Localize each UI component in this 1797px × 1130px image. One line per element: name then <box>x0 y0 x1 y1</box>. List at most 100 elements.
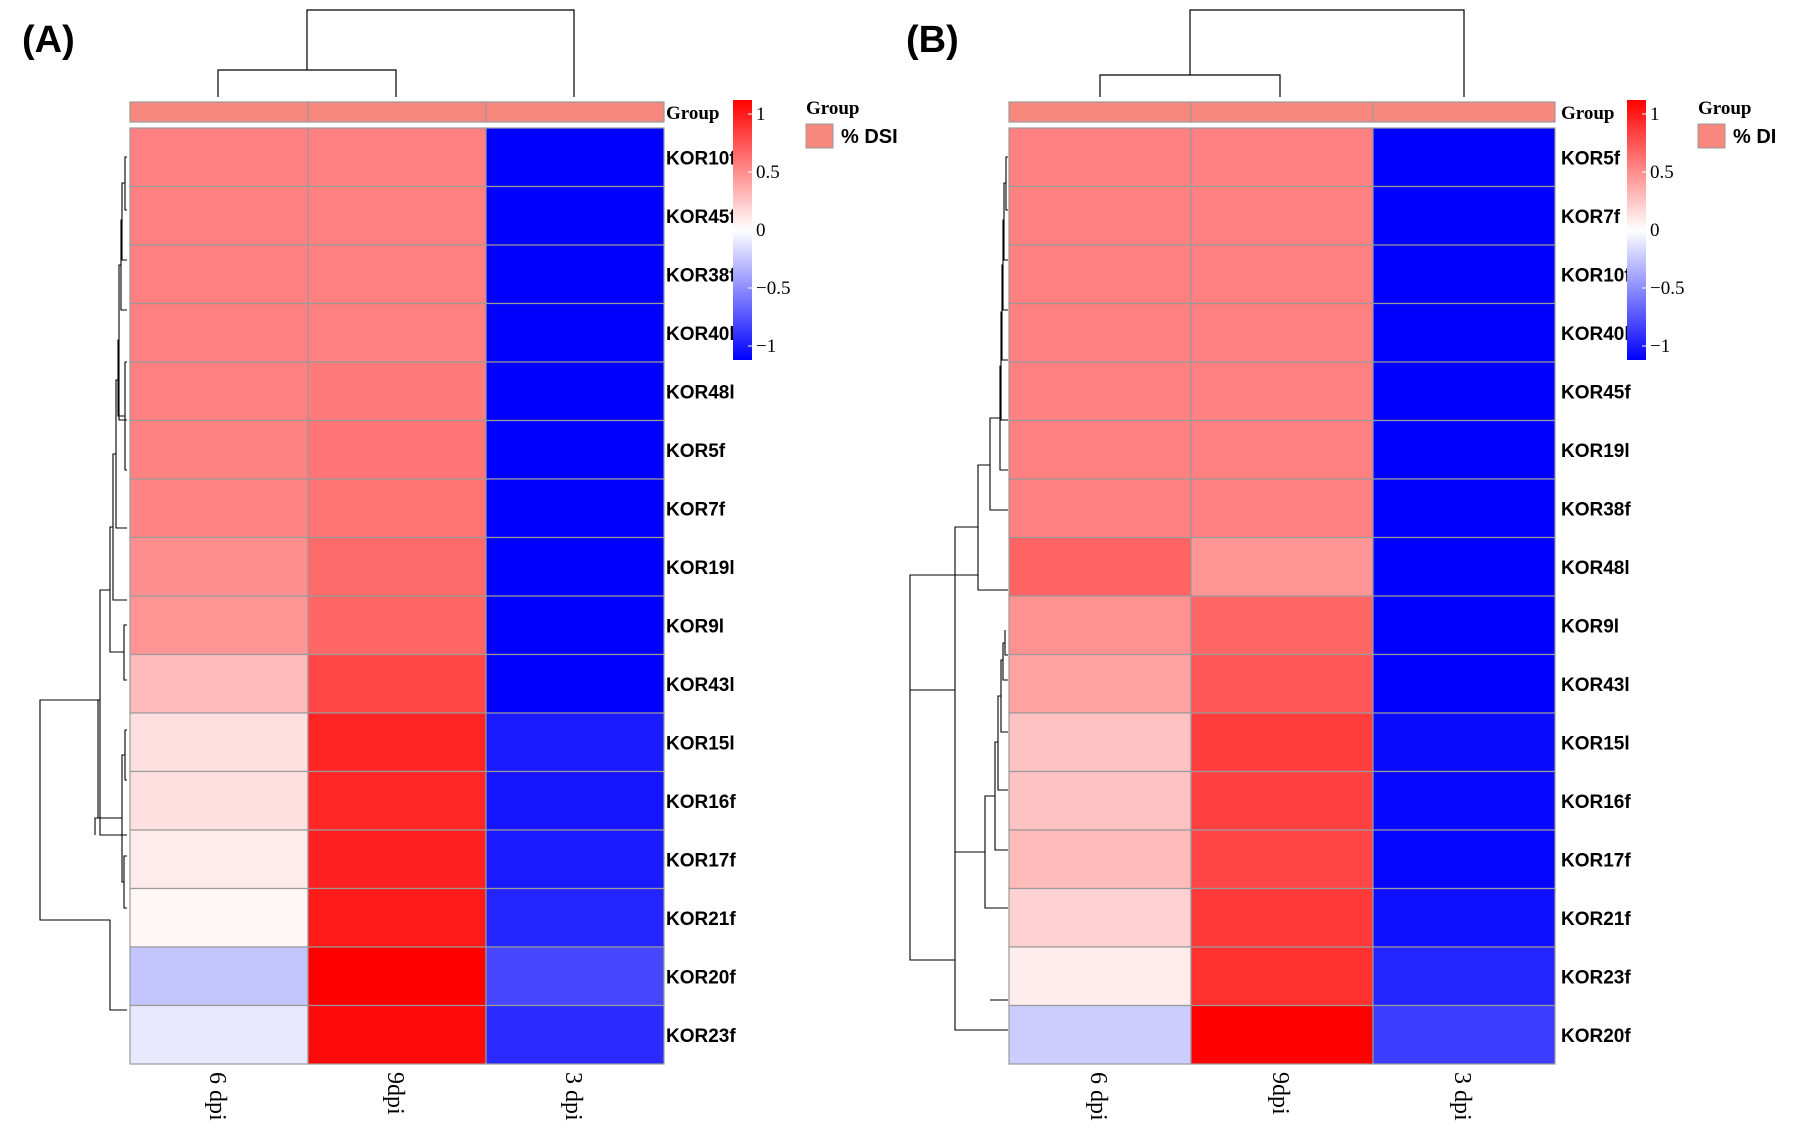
heatmap-cell <box>1008 712 1192 773</box>
heatmap-cell <box>1008 1004 1192 1065</box>
group-bar-cell <box>1190 101 1374 123</box>
group-bar-cell <box>307 101 487 123</box>
colorbar-tick-label: 0 <box>1650 220 1660 241</box>
heatmap-cell <box>129 712 309 773</box>
row-label: KOR16f <box>666 792 736 813</box>
row-labels: KOR5f KOR7f KOR10f KOR40l KOR45f KOR19l KOR38f… <box>1561 148 1631 1047</box>
heatmap-cell <box>1372 244 1556 305</box>
colorbar-tick-label: 0 <box>756 220 766 241</box>
heatmap-cell <box>1008 361 1192 422</box>
row-label: KOR15l <box>1561 733 1630 754</box>
heatmap-cell <box>1372 770 1556 831</box>
heatmap-cell <box>1190 1004 1374 1065</box>
colorbar-tick-label: −0.5 <box>756 278 790 299</box>
heatmap-cell <box>129 302 309 363</box>
heatmap-cell <box>485 770 665 831</box>
heatmap-cell <box>1008 946 1192 1007</box>
column-labels: 6 dpi 9dpi 3 dpi <box>1085 1072 1475 1121</box>
row-label: KOR43l <box>666 675 735 696</box>
heatmap-cell <box>485 1004 665 1065</box>
heatmap-cell <box>1190 419 1374 480</box>
heatmap-cell <box>485 829 665 890</box>
heatmap-cell <box>129 419 309 480</box>
heatmap-cell <box>129 829 309 890</box>
group-annotation-bar: Group <box>129 101 720 124</box>
column-label: 6 dpi <box>204 1072 230 1121</box>
heatmap-cell <box>485 478 665 539</box>
heatmap-cell <box>129 185 309 246</box>
heatmap-cell <box>1190 712 1374 773</box>
legend-title: Group <box>806 98 860 119</box>
colorbar-tick-label: −1 <box>756 336 776 357</box>
legend-swatch <box>1697 123 1726 149</box>
legend-entry-label: % DSI <box>841 126 898 148</box>
heatmap-cell <box>1008 829 1192 890</box>
heatmap-cell <box>129 244 309 305</box>
row-label: KOR9l <box>1561 616 1619 637</box>
row-label: KOR17f <box>666 850 736 871</box>
row-label: KOR5f <box>1561 148 1621 169</box>
column-label: 9dpi <box>382 1072 408 1115</box>
row-label: KOR15l <box>666 733 735 754</box>
heatmap-cell <box>307 536 487 597</box>
colorbar-tick-label: −0.5 <box>1650 278 1684 299</box>
heatmap-cell <box>129 770 309 831</box>
heatmap-cell <box>1190 536 1374 597</box>
heatmap-cell <box>1190 887 1374 948</box>
heatmap-cell <box>485 127 665 188</box>
row-label: KOR38f <box>1561 499 1631 520</box>
heatmap-cell <box>1372 887 1556 948</box>
row-label: KOR16f <box>1561 792 1631 813</box>
heatmap-cell <box>485 653 665 714</box>
row-dendrogram <box>39 156 127 1011</box>
heatmap-cell <box>1372 185 1556 246</box>
row-label: KOR40l <box>1561 324 1630 345</box>
heatmap-cell <box>1008 127 1192 188</box>
group-bar-cell <box>485 101 665 123</box>
colorbar-gradient <box>1627 100 1646 360</box>
column-label: 3 dpi <box>1449 1072 1475 1121</box>
heatmap-cell <box>307 1004 487 1065</box>
colorbar-gradient <box>733 100 752 360</box>
heatmap-cell <box>485 712 665 773</box>
heatmap-cell <box>1190 946 1374 1007</box>
heatmap-cell <box>1190 595 1374 656</box>
heatmap-cells <box>1008 127 1556 1065</box>
heatmap-cell <box>1190 829 1374 890</box>
heatmap-cell <box>1372 653 1556 714</box>
heatmap-cell <box>307 712 487 773</box>
heatmap-cell <box>307 829 487 890</box>
group-bar-cell <box>129 101 309 123</box>
heatmap-cell <box>485 302 665 363</box>
row-label: KOR19l <box>1561 441 1630 462</box>
heatmap-cell <box>1372 829 1556 890</box>
row-label: KOR45f <box>666 207 736 228</box>
heatmap-cell <box>1008 770 1192 831</box>
row-label: KOR23f <box>666 1026 736 1047</box>
heatmap-cell <box>1190 302 1374 363</box>
heatmap-cell <box>485 595 665 656</box>
row-label: KOR45f <box>1561 382 1631 403</box>
column-label: 6 dpi <box>1085 1072 1111 1121</box>
heatmap-cell <box>1190 361 1374 422</box>
heatmap-cell <box>485 185 665 246</box>
heatmap-cell <box>1190 185 1374 246</box>
heatmap-cell <box>307 185 487 246</box>
row-label: KOR23f <box>1561 967 1631 988</box>
heatmap-cell <box>1372 712 1556 773</box>
row-label: KOR38f <box>666 265 736 286</box>
panel-b: (B) Group KOR5fKOR7fKOR10fKOR40lKOR45fKO… <box>906 9 1776 1121</box>
group-bar-cell <box>1372 101 1556 123</box>
heatmap-cell <box>1008 887 1192 948</box>
row-label: KOR19l <box>666 558 735 579</box>
row-label: KOR7f <box>1561 207 1621 228</box>
heatmap-cell <box>129 653 309 714</box>
heatmap-cell <box>1190 127 1374 188</box>
heatmap-cell <box>307 946 487 1007</box>
heatmap-cell <box>485 887 665 948</box>
heatmap-cell <box>129 946 309 1007</box>
heatmap-cell <box>307 244 487 305</box>
heatmap-cell <box>129 478 309 539</box>
column-dendrogram <box>1099 9 1465 97</box>
column-dendrogram <box>217 9 575 97</box>
